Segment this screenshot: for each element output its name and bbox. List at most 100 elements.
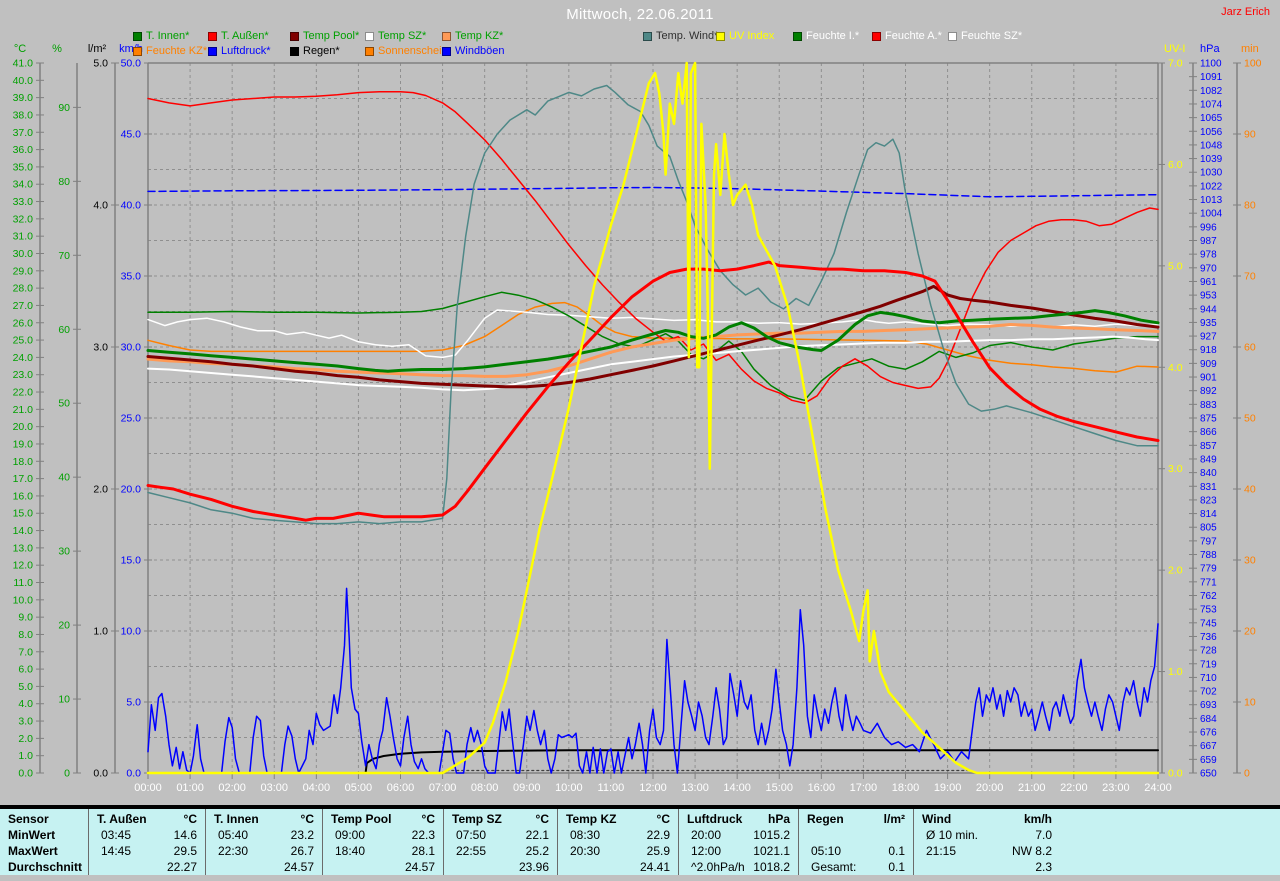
legend-item-uv-index[interactable]: UV Index	[716, 30, 774, 42]
axis-hpa-tick-label: 736	[1200, 632, 1217, 643]
legend-item-t-aussen[interactable]: T. Außen*	[208, 30, 269, 42]
stats-row-label: MinWert	[0, 827, 88, 843]
stats-max-luftdruck: 12:00 1021.1	[679, 843, 798, 859]
cell-left: T. Außen	[97, 812, 147, 826]
series-windboeen	[147, 587, 1159, 774]
axis-temp-tick-label: 15.0	[13, 508, 34, 520]
axis-hpa-tick-label: 953	[1200, 291, 1217, 302]
series-t-innen	[146, 309, 1160, 373]
cell-left: Regen	[807, 812, 844, 826]
legend-item-temp-kz[interactable]: Temp KZ*	[442, 30, 503, 42]
cell-left: Temp Pool	[331, 812, 392, 826]
axis-hpa-tick-label: 857	[1200, 441, 1217, 452]
axis-rain-tick-label: 4.0	[93, 200, 108, 212]
axis-hpa-tick-label: 1013	[1200, 195, 1223, 206]
cell-right: 28.1	[411, 844, 435, 858]
stats-avg-t-aussen: 22.27	[89, 859, 205, 875]
stats-max-temp-kz: 20:30 25.9	[558, 843, 678, 859]
axis-unit-hpa: hPa	[1200, 43, 1220, 55]
axis-temp-tick-label: 14.0	[13, 525, 34, 537]
cell-left: 08:30	[570, 828, 601, 842]
axis-wind-tick-label: 40.0	[121, 200, 142, 212]
stats-header-regen: Regen l/m²	[799, 811, 913, 827]
axis-hpa-tick-label: 961	[1200, 277, 1217, 288]
axis-uv-tick-label: 3.0	[1168, 463, 1183, 475]
cell-right: 22.1	[525, 828, 549, 842]
stats-header-t-aussen: T. Außen °C	[89, 811, 205, 827]
cell-left: Temp SZ	[452, 812, 502, 826]
series-feuchte-kz	[147, 301, 1159, 373]
legend-item-windboeen[interactable]: Windböen	[442, 45, 505, 57]
axis-unit-rain: l/m²	[88, 43, 107, 55]
series-feuchte-sz	[147, 309, 1159, 359]
x-tick-label: 03:00	[260, 782, 288, 794]
axis-hum-tick-label: 80	[58, 176, 70, 188]
cell-right: °C	[421, 812, 435, 826]
legend-item-feuchte-a[interactable]: Feuchte A.*	[872, 30, 942, 42]
axis-temp-tick-label: 28.0	[13, 283, 34, 295]
axis-hpa-tick-label: 909	[1200, 359, 1217, 370]
axis-temp-tick-label: 1.0	[18, 750, 33, 762]
axis-hpa-tick-label: 702	[1200, 687, 1217, 698]
axis-temp-tick-label: 22.0	[13, 387, 34, 399]
axis-rain-tick-label: 2.0	[93, 484, 108, 496]
legend-item-temp-wind[interactable]: Temp. Wind*	[643, 30, 718, 42]
x-tick-label: 20:00	[976, 782, 1004, 794]
legend-item-sonnenschein[interactable]: Sonnenschein	[365, 45, 448, 57]
axis-hpa-tick-label: 1074	[1200, 99, 1223, 110]
cell-right: 24.57	[283, 860, 314, 874]
legend-item-label: Feuchte SZ*	[961, 30, 1023, 42]
x-tick-label: 01:00	[176, 782, 204, 794]
legend-item-label: Temp SZ*	[378, 30, 427, 42]
axis-uv-tick-label: 0.0	[1168, 768, 1183, 780]
cell-left: Luftdruck	[687, 812, 743, 826]
cell-right: °C	[656, 812, 670, 826]
regen-swatch	[290, 46, 299, 56]
x-tick-label: 15:00	[765, 782, 793, 794]
axis-sun-tick-label: 30	[1244, 555, 1256, 567]
axis-hpa-tick-label: 901	[1200, 373, 1217, 384]
axis-hpa-tick-label: 883	[1200, 400, 1217, 411]
series-t-aussen	[146, 260, 1160, 522]
axis-temp-tick-label: 39.0	[13, 92, 34, 104]
cell-right: 0.1	[888, 844, 905, 858]
axis-hpa-tick-label: 840	[1200, 468, 1217, 479]
stats-row-label: Sensor	[0, 811, 88, 827]
cell-right: 22.27	[166, 860, 197, 874]
cell-left: Ø 10 min.	[926, 828, 979, 842]
series-uv-index	[146, 61, 1160, 775]
legend-item-temp-sz[interactable]: Temp SZ*	[365, 30, 426, 42]
temp-pool-swatch	[290, 31, 299, 41]
cell-right: °C	[300, 812, 314, 826]
axis-temp-tick-label: 32.0	[13, 213, 34, 225]
legend-item-regen[interactable]: Regen*	[290, 45, 340, 57]
axis-sun-tick-label: 0	[1244, 768, 1250, 780]
temp-kz-swatch	[442, 31, 451, 41]
axis-hpa-tick-label: 684	[1200, 714, 1217, 725]
axis-hpa-tick-label: 875	[1200, 414, 1217, 425]
axis-temp-tick-label: 4.0	[18, 698, 33, 710]
axis-hpa-tick-label: 892	[1200, 386, 1217, 397]
stats-max-t-aussen: 14:45 29.5	[89, 843, 205, 859]
legend-item-temp-pool[interactable]: Temp Pool*	[290, 30, 359, 42]
stats-col-regen: Regen l/m² 05:10 0.1 Gesamt: 0.1	[798, 809, 913, 875]
axis-sun-tick-label: 20	[1244, 626, 1256, 638]
legend-item-t-innen[interactable]: T. Innen*	[133, 30, 189, 42]
cell-right: 23.2	[290, 828, 314, 842]
axis-hum-tick-label: 70	[58, 250, 70, 262]
axis-temp-tick-label: 10.0	[13, 594, 34, 606]
legend-item-feuchte-kz[interactable]: Feuchte KZ*	[133, 45, 207, 57]
axis-hpa-tick-label: 918	[1200, 345, 1217, 356]
axis-sun-tick-label: 70	[1244, 271, 1256, 283]
stats-avg-wind: 2.3	[914, 859, 1060, 875]
legend-item-feuchte-sz[interactable]: Feuchte SZ*	[948, 30, 1022, 42]
cell-left: 22:55	[456, 844, 487, 858]
x-tick-label: 09:00	[513, 782, 541, 794]
legend-item-luftdruck[interactable]: Luftdruck*	[208, 45, 271, 57]
legend-item-feuchte-i[interactable]: Feuchte I.*	[793, 30, 859, 42]
cell-right: l/m²	[883, 812, 905, 826]
legend-item-label: UV Index	[729, 30, 775, 42]
axis-hpa-tick-label: 667	[1200, 741, 1217, 752]
cell-left: Gesamt:	[811, 860, 857, 874]
axis-hpa-tick-label: 728	[1200, 646, 1217, 657]
